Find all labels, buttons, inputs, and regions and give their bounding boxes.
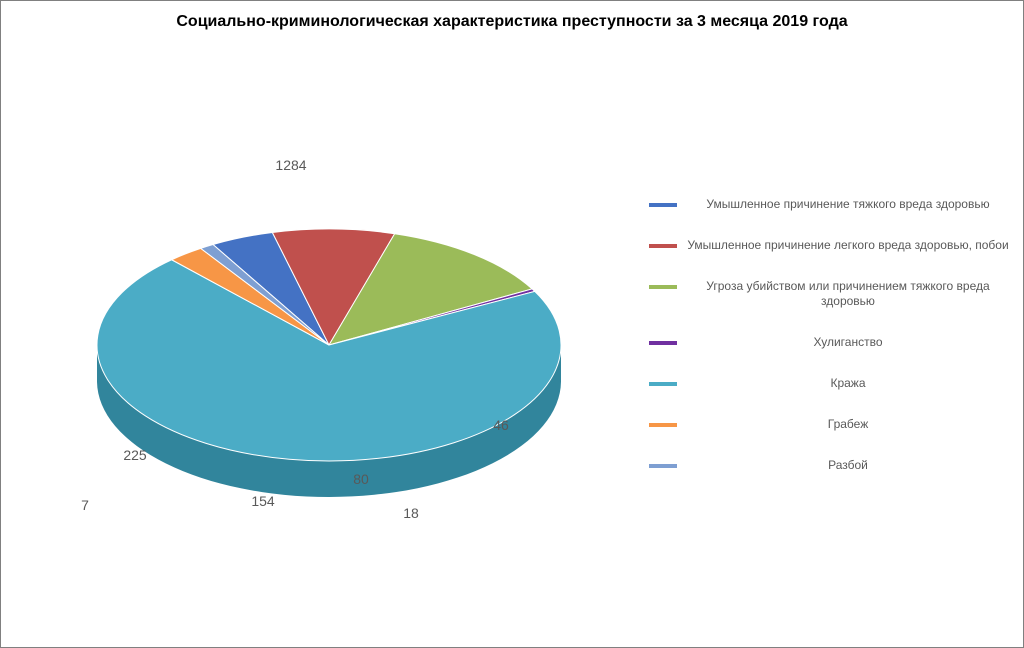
pie-plot-area: 80 154 225 7 1284 46 18 xyxy=(9,35,649,635)
legend-item: Грабеж xyxy=(649,417,1015,432)
legend-item: Кража xyxy=(649,376,1015,391)
legend-item: Разбой xyxy=(649,458,1015,473)
pie-data-label: 18 xyxy=(403,505,419,521)
pie-svg xyxy=(9,35,649,635)
pie-data-label: 1284 xyxy=(275,157,306,173)
legend-swatch xyxy=(649,203,677,207)
legend-item: Умышленное причинение тяжкого вреда здор… xyxy=(649,197,1015,212)
legend-label: Умышленное причинение легкого вреда здор… xyxy=(683,238,1013,253)
chart-title: Социально-криминологическая характеристи… xyxy=(9,13,1015,31)
chart-frame: Социально-криминологическая характеристи… xyxy=(0,0,1024,648)
pie-data-label: 46 xyxy=(493,417,509,433)
legend: Умышленное причинение тяжкого вреда здор… xyxy=(649,197,1015,473)
legend-swatch xyxy=(649,285,677,289)
legend-swatch xyxy=(649,382,677,386)
legend-swatch xyxy=(649,423,677,427)
legend-item: Угроза убийством или причинением тяжкого… xyxy=(649,279,1015,309)
pie-data-label: 154 xyxy=(251,493,274,509)
pie-data-label: 80 xyxy=(353,471,369,487)
chart-body: 80 154 225 7 1284 46 18 Умышленное причинение … xyxy=(9,31,1015,639)
legend-label: Угроза убийством или причинением тяжкого… xyxy=(683,279,1013,309)
legend-item: Умышленное причинение легкого вреда здор… xyxy=(649,238,1015,253)
legend-label: Умышленное причинение тяжкого вреда здор… xyxy=(683,197,1013,212)
pie-data-label: 7 xyxy=(81,497,89,513)
legend-label: Разбой xyxy=(683,458,1013,473)
legend-swatch xyxy=(649,244,677,248)
legend-label: Грабеж xyxy=(683,417,1013,432)
legend-swatch xyxy=(649,464,677,468)
legend-swatch xyxy=(649,341,677,345)
legend-item: Хулиганство xyxy=(649,335,1015,350)
legend-label: Хулиганство xyxy=(683,335,1013,350)
legend-label: Кража xyxy=(683,376,1013,391)
pie-data-label: 225 xyxy=(123,447,146,463)
